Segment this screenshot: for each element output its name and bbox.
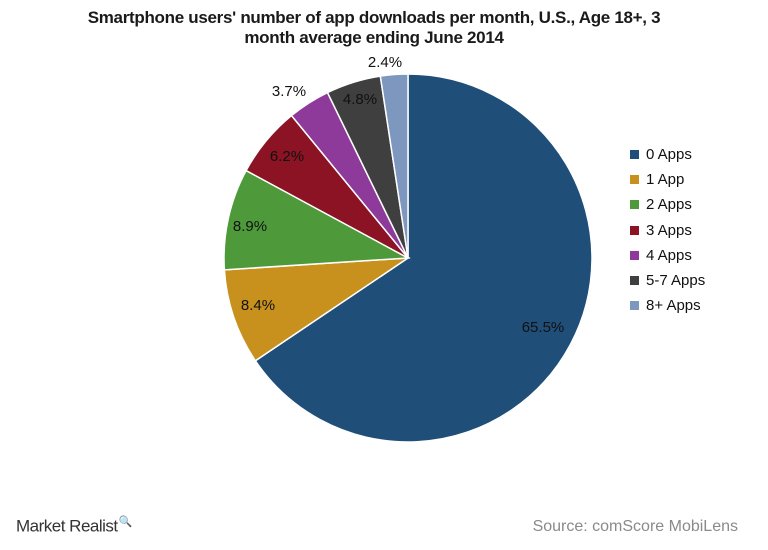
slice-value-label: 8.9% <box>233 218 267 235</box>
legend-label: 2 Apps <box>646 196 692 214</box>
brand-logo: Market Realist🔍 <box>16 515 132 537</box>
legend-item: 1 App <box>630 167 705 192</box>
legend-label: 5-7 Apps <box>646 272 706 290</box>
legend-item: 0 Apps <box>630 142 705 167</box>
slice-value-label: 3.7% <box>272 83 306 100</box>
legend-swatch <box>630 250 639 260</box>
pie-slice-0-apps <box>254 73 593 443</box>
legend-swatch <box>630 225 639 235</box>
chart-title-line-1: Smartphone users' number of app download… <box>87 8 661 27</box>
chart-title: Smartphone users' number of app download… <box>54 8 694 48</box>
legend-swatch <box>630 276 639 286</box>
pie-slice-1-app <box>223 257 411 362</box>
slice-value-label: 2.4% <box>368 54 402 71</box>
legend-item: 8+ Apps <box>630 293 705 318</box>
legend-item: 3 Apps <box>630 218 705 243</box>
slice-value-label: 8.4% <box>241 297 275 314</box>
legend-item: 2 Apps <box>630 192 705 217</box>
brand-name: Market Realist <box>16 516 118 536</box>
legend-label: 4 Apps <box>646 246 692 264</box>
slice-value-label: 6.2% <box>270 148 304 165</box>
chart-legend: 0 Apps 1 App 2 Apps 3 Apps 4 Apps 5-7 Apps 8+ … <box>630 142 705 318</box>
legend-label: 0 Apps <box>646 146 692 164</box>
legend-item: 5-7 Apps <box>630 268 705 293</box>
pie-slice-8-apps <box>379 73 409 259</box>
legend-swatch <box>630 301 639 311</box>
magnifier-icon: 🔍 <box>118 516 133 528</box>
legend-swatch <box>630 200 639 210</box>
slice-value-label: 4.8% <box>343 91 377 108</box>
slice-value-label: 65.5% <box>522 319 565 336</box>
legend-label: 1 App <box>646 171 685 189</box>
legend-label: 3 Apps <box>646 221 692 239</box>
chart-title-line-2: month average ending June 2014 <box>244 28 504 47</box>
legend-swatch <box>630 175 639 185</box>
legend-item: 4 Apps <box>630 243 705 268</box>
source-note: Source: comScore MobiLens <box>532 518 738 535</box>
pie-slice-2-apps <box>223 169 411 271</box>
legend-label: 8+ Apps <box>646 297 701 315</box>
legend-swatch <box>630 150 639 160</box>
